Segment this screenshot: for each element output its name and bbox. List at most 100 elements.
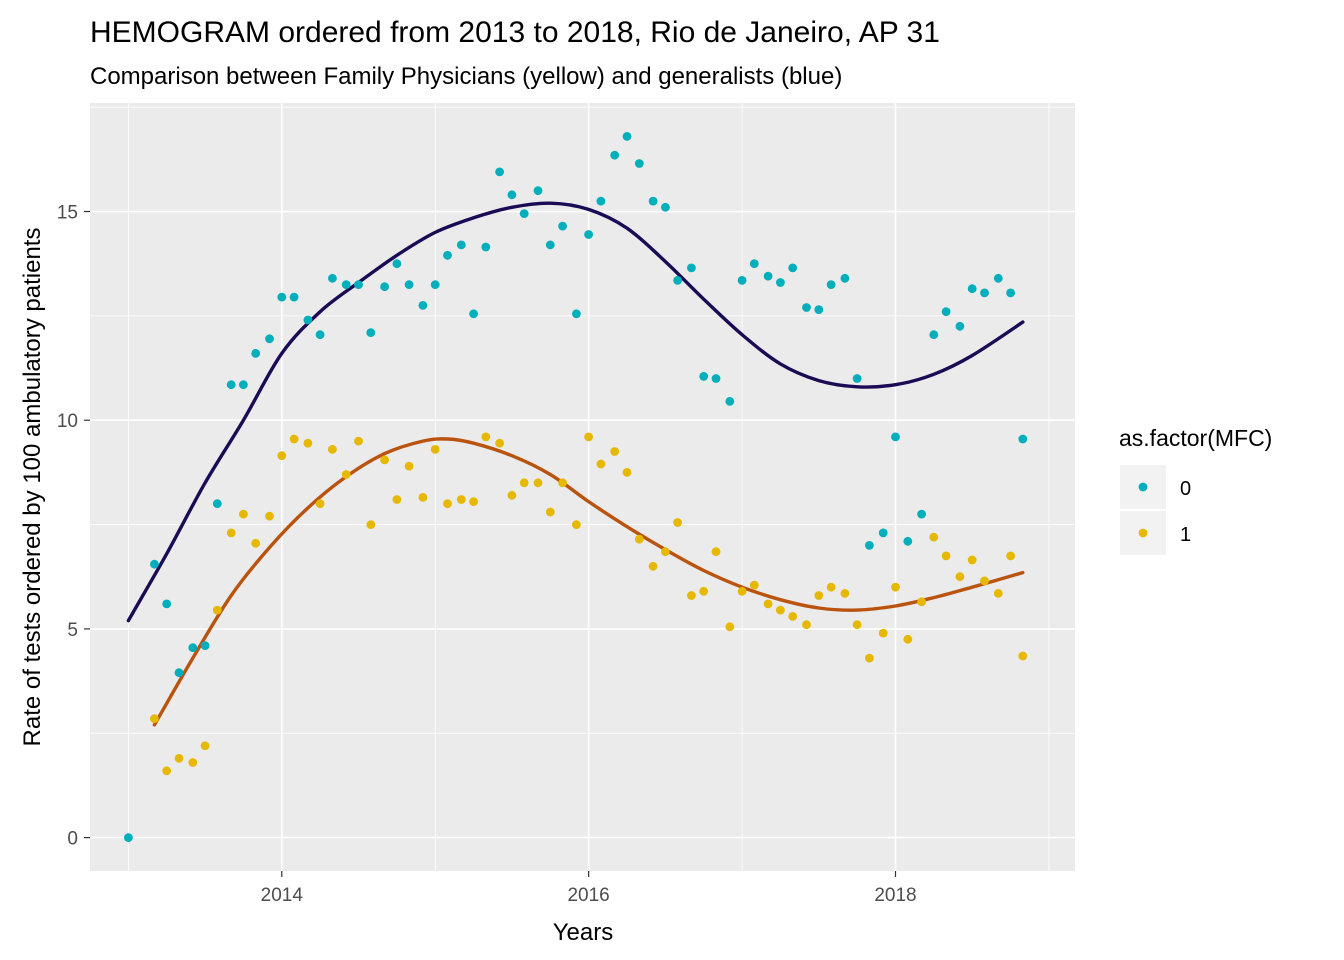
data-point-series-0 <box>404 280 414 289</box>
data-point-series-0 <box>212 499 222 509</box>
data-point-series-1 <box>188 758 198 767</box>
x-axis: 2014 2016 2018 <box>261 871 917 906</box>
major-gridlines <box>90 103 1075 871</box>
data-point-series-0 <box>418 301 428 310</box>
y-tick-label: 0 <box>67 829 78 850</box>
data-point-series-1 <box>699 586 709 596</box>
data-point-series-1 <box>430 445 440 454</box>
data-point-series-1 <box>418 493 428 502</box>
data-point-series-1 <box>584 432 593 442</box>
data-point-series-0 <box>737 276 747 285</box>
data-point-series-1 <box>1006 551 1015 561</box>
data-point-series-0 <box>481 242 491 252</box>
data-point-series-0 <box>891 432 900 442</box>
data-point-series-1 <box>802 620 811 630</box>
data-point-series-0 <box>903 536 913 546</box>
data-point-series-0 <box>277 292 287 302</box>
legend-label-0: 0 <box>1180 478 1191 500</box>
data-point-series-0 <box>610 150 620 160</box>
legend-items: 01 <box>1120 465 1191 555</box>
data-point-series-0 <box>251 349 261 358</box>
data-point-series-1 <box>661 547 670 557</box>
data-point-series-0 <box>699 372 709 381</box>
data-point-series-1 <box>941 551 951 561</box>
x-tick-label: 2014 <box>261 885 304 906</box>
data-point-series-1 <box>239 509 248 519</box>
data-point-series-0 <box>150 559 159 569</box>
data-point-series-1 <box>673 518 682 527</box>
y-axis: 0 5 10 15 <box>57 203 90 850</box>
y-tick-label: 5 <box>67 620 78 641</box>
data-point-series-0 <box>878 528 888 538</box>
y-tick-label: 10 <box>57 411 78 432</box>
data-point-series-0 <box>648 196 658 206</box>
x-tick-label: 2018 <box>874 885 916 906</box>
data-point-series-1 <box>341 470 351 479</box>
data-point-series-0 <box>162 599 172 609</box>
data-point-series-0 <box>1018 434 1028 444</box>
data-point-series-1 <box>277 451 287 461</box>
legend[interactable]: as.factor(MFC) 01 <box>1119 425 1272 555</box>
data-point-series-1 <box>533 478 543 488</box>
data-point-series-1 <box>392 495 402 504</box>
data-point-series-1 <box>903 634 913 644</box>
data-point-series-1 <box>725 622 735 632</box>
data-point-series-0 <box>596 196 606 206</box>
data-point-series-1 <box>251 538 261 548</box>
data-point-series-0 <box>661 202 670 212</box>
data-point-series-0 <box>495 167 504 177</box>
data-point-series-1 <box>495 438 504 448</box>
data-point-series-0 <box>776 278 785 287</box>
data-point-series-0 <box>533 186 543 196</box>
data-point-series-0 <box>980 288 989 298</box>
data-point-series-1 <box>929 532 939 542</box>
data-point-series-1 <box>610 447 620 456</box>
data-point-series-0 <box>814 305 824 314</box>
data-point-series-1 <box>840 589 850 598</box>
data-point-series-0 <box>584 230 593 239</box>
data-point-series-1 <box>572 520 581 529</box>
data-point-series-1 <box>955 572 965 582</box>
data-point-series-0 <box>967 284 977 294</box>
data-point-series-1 <box>891 582 900 592</box>
y-tick-label: 15 <box>57 203 78 224</box>
data-point-series-1 <box>212 605 222 615</box>
data-point-series-1 <box>162 766 172 776</box>
data-point-series-0 <box>763 271 773 281</box>
data-point-series-1 <box>711 547 721 557</box>
data-point-series-0 <box>826 280 836 289</box>
data-point-series-1 <box>303 438 313 448</box>
data-point-series-1 <box>826 582 836 592</box>
data-point-series-1 <box>328 445 337 454</box>
data-point-series-0 <box>265 334 274 344</box>
data-point-series-1 <box>865 653 874 663</box>
data-point-series-1 <box>558 478 567 488</box>
chart-title: HEMOGRAM ordered from 2013 to 2018, Rio … <box>90 16 940 49</box>
data-point-series-0 <box>572 309 581 319</box>
data-point-series-0 <box>380 282 389 292</box>
data-point-series-0 <box>917 509 926 519</box>
data-point-series-0 <box>519 209 529 219</box>
data-point-series-1 <box>993 589 1003 598</box>
data-point-series-1 <box>469 497 478 506</box>
data-point-series-1 <box>366 520 376 529</box>
data-point-series-1 <box>596 459 606 469</box>
data-point-series-0 <box>840 273 850 283</box>
data-point-series-1 <box>265 511 274 521</box>
data-point-series-0 <box>955 321 965 331</box>
data-point-series-1 <box>788 612 798 621</box>
data-point-series-0 <box>634 159 644 168</box>
data-point-series-0 <box>941 307 951 317</box>
data-point-series-1 <box>967 555 977 565</box>
data-point-series-0 <box>788 263 798 273</box>
data-point-series-1 <box>404 461 414 471</box>
data-point-series-0 <box>289 292 299 302</box>
data-point-series-0 <box>226 380 236 390</box>
data-points <box>123 132 1028 842</box>
data-point-series-1 <box>648 561 658 571</box>
data-point-series-0 <box>711 374 721 383</box>
data-point-series-0 <box>174 668 184 678</box>
data-point-series-1 <box>622 468 632 477</box>
legend-title: as.factor(MFC) <box>1119 425 1272 451</box>
